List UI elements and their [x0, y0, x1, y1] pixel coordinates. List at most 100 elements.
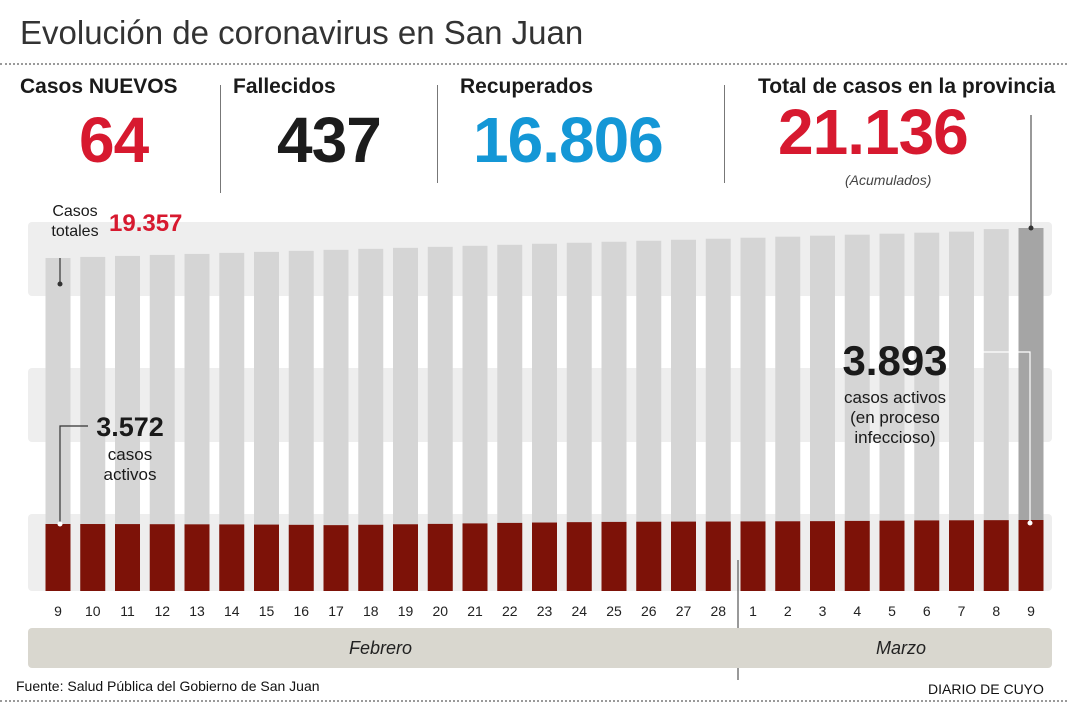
- x-tick-label: 12: [154, 603, 170, 619]
- active-start-annotation: 3.572 casos activos: [82, 414, 178, 485]
- total-leader-dot: [1028, 225, 1034, 231]
- bar-active-22: [775, 521, 801, 591]
- bar-active-16: [566, 522, 592, 591]
- chart-title: Evolución de coronavirus en San Juan: [20, 14, 584, 51]
- totals-label: Casos totales: [50, 202, 100, 242]
- active-end-value: 3.893: [842, 337, 948, 384]
- active-start-leader-dot: [57, 521, 63, 527]
- bar-active-17: [601, 521, 627, 591]
- x-tick-label: 1: [749, 603, 757, 619]
- active-start-label: activos: [103, 465, 157, 484]
- x-tick-label: 7: [958, 603, 966, 619]
- x-tick-label: 16: [293, 603, 309, 619]
- x-tick-label: 13: [189, 603, 205, 619]
- x-tick-label: 18: [363, 603, 379, 619]
- bar-active-25: [879, 520, 905, 591]
- active-start-leader-line: [59, 425, 88, 524]
- bar-active-4: [149, 524, 175, 591]
- x-tick-label: 17: [328, 603, 344, 619]
- new-cases-label: Casos NUEVOS: [20, 75, 178, 98]
- month-label-marzo: Marzo: [876, 638, 927, 658]
- x-tick-label: 14: [224, 603, 240, 619]
- bar-active-8: [288, 524, 314, 591]
- bar-active-13: [462, 523, 488, 591]
- bar-active-9: [323, 525, 349, 591]
- totals-start-value: 19.357: [109, 210, 183, 237]
- bar-active-6: [219, 524, 245, 591]
- x-tick-label: 15: [259, 603, 275, 619]
- recovered-value: 16.806: [473, 104, 664, 176]
- bar-active-7: [254, 524, 279, 591]
- stat-separator: [437, 85, 438, 183]
- deaths-value: 437: [277, 104, 382, 176]
- bar-active-27: [949, 520, 974, 591]
- bar-active-15: [532, 522, 557, 591]
- bar-active-14: [497, 522, 523, 591]
- x-tick-label: 11: [120, 603, 135, 619]
- bar-active-21: [740, 521, 766, 591]
- bar-active-3: [115, 524, 140, 591]
- total-value: 21.136: [778, 96, 969, 168]
- bar-active-18: [636, 521, 662, 591]
- bar-active-24: [844, 520, 870, 591]
- totals-label-line: Casos: [52, 203, 98, 220]
- bar-active-11: [393, 524, 418, 591]
- bottom-divider: [0, 700, 1067, 702]
- totals-leader-dot: [57, 281, 63, 287]
- x-tick-label: 8: [992, 603, 1000, 619]
- x-tick-label: 9: [1027, 603, 1035, 619]
- active-start-label: casos: [107, 445, 153, 464]
- x-tick-label: 28: [710, 603, 726, 619]
- x-tick-label: 3: [819, 603, 827, 619]
- bar-active-20: [705, 521, 731, 591]
- x-tick-label: 4: [853, 603, 861, 619]
- x-tick-label: 6: [923, 603, 931, 619]
- x-tick-label: 2: [784, 603, 792, 619]
- top-divider: [0, 63, 1067, 65]
- x-tick-label: 5: [888, 603, 896, 619]
- stat-separator: [220, 85, 221, 193]
- active-end-annotation: 3.893 casos activos (en proceso infeccio…: [810, 340, 980, 448]
- bar-active-5: [184, 524, 210, 591]
- bar-active-1: [45, 524, 71, 591]
- active-end-label: (en proceso: [850, 408, 940, 427]
- active-start-value: 3.572: [96, 412, 164, 442]
- active-end-leader-dot: [1027, 520, 1033, 526]
- bar-active-28: [983, 520, 1009, 591]
- total-note: (Acumulados): [845, 172, 932, 188]
- active-end-label: infeccioso): [854, 428, 936, 447]
- x-tick-label: 23: [537, 603, 553, 619]
- deaths-label: Fallecidos: [233, 75, 336, 98]
- bars-group: [45, 228, 1044, 592]
- x-tick-label: 26: [641, 603, 657, 619]
- bar-active-19: [671, 521, 696, 591]
- active-end-leader-line: [976, 351, 1031, 523]
- new-cases-value: 64: [79, 104, 149, 176]
- x-tick-label: 20: [432, 603, 448, 619]
- x-tick-labels: 9 10 11 12 13 14 15 16 17 18 19 20 21 22 23 24 25 26 27 28 1…: [54, 603, 1035, 619]
- bar-active-12: [427, 523, 453, 591]
- x-tick-label: 21: [467, 603, 483, 619]
- bar-active-26: [914, 520, 940, 591]
- x-tick-label: 25: [606, 603, 622, 619]
- bar-active-29: [1018, 520, 1044, 591]
- x-tick-label: 19: [398, 603, 414, 619]
- active-end-label: casos activos: [843, 388, 947, 407]
- x-tick-label: 10: [85, 603, 101, 619]
- brand-label: DIARIO DE CUYO: [928, 681, 1044, 697]
- month-label-febrero: Febrero: [349, 638, 413, 658]
- bar-active-23: [810, 521, 835, 591]
- x-tick-label: 9: [54, 603, 62, 619]
- x-tick-label: 22: [502, 603, 518, 619]
- stat-separator: [724, 85, 725, 183]
- x-tick-label: 27: [676, 603, 692, 619]
- total-label: Total de casos en la provincia: [758, 75, 1056, 98]
- source-note: Fuente: Salud Pública del Gobierno de Sa…: [16, 678, 320, 694]
- totals-label-line: totales: [51, 223, 99, 240]
- recovered-label: Recuperados: [460, 75, 594, 98]
- bar-active-10: [358, 524, 384, 591]
- bar-active-2: [80, 524, 106, 591]
- x-tick-label: 24: [571, 603, 587, 619]
- month-band: [28, 628, 1052, 668]
